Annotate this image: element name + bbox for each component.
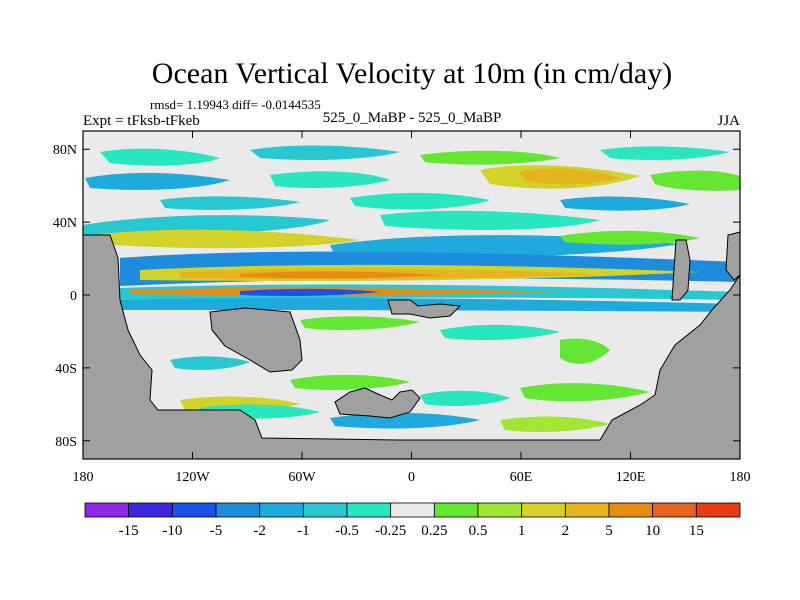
- contour-fill-north: [85, 145, 740, 211]
- colorbar-swatch: [302, 502, 348, 518]
- y-tick-label: 0: [70, 289, 77, 304]
- x-tick-label: 120E: [616, 470, 646, 485]
- comparison-label: 525_0_MaBP - 525_0_MaBP: [323, 110, 502, 126]
- colorbar-swatch: [259, 502, 304, 518]
- colorbar-swatch: [84, 502, 130, 518]
- colorbar-swatch: [521, 502, 566, 518]
- colorbar-swatch: [128, 502, 173, 518]
- y-tick-label: 80S: [55, 435, 77, 450]
- colorbar-label: -1: [297, 523, 310, 539]
- colorbar-swatch: [433, 502, 479, 518]
- colorbar-swatch: [652, 502, 697, 518]
- colorbar: [84, 502, 741, 518]
- x-tick-label: 0: [408, 470, 415, 485]
- colorbar-label: 15: [689, 523, 704, 539]
- colorbar-label: -2: [253, 523, 266, 539]
- y-axis: 80N 40N 0 40S 80S: [53, 143, 740, 450]
- x-axis: 180 120W 60W 0 60E 120E 180: [73, 131, 751, 485]
- colorbar-label: -5: [210, 523, 223, 539]
- contour-fill-south: [170, 316, 650, 432]
- colorbar-label: -15: [119, 523, 139, 539]
- colorbar-swatch: [695, 502, 741, 518]
- y-tick-label: 40S: [55, 362, 77, 377]
- x-tick-label: 180: [730, 470, 751, 485]
- season-label: JJA: [717, 113, 740, 129]
- colorbar-swatch: [346, 502, 392, 518]
- colorbar-swatch: [608, 502, 654, 518]
- colorbar-label: 5: [605, 523, 613, 539]
- colorbar-label: 10: [645, 523, 660, 539]
- land-mask: [83, 231, 740, 459]
- x-tick-label: 60E: [510, 470, 533, 485]
- colorbar-swatch: [171, 502, 217, 518]
- x-tick-label: 180: [73, 470, 94, 485]
- colorbar-label: -0.25: [375, 523, 406, 539]
- colorbar-label: 2: [562, 523, 570, 539]
- chart-title: Ocean Vertical Velocity at 10m (in cm/da…: [152, 57, 672, 90]
- contour-fill-mid-north: [83, 210, 700, 258]
- map-plot: [83, 131, 740, 459]
- experiment-label: Expt = tFksb-tFkeb: [83, 113, 200, 129]
- colorbar-label: -10: [162, 523, 182, 539]
- contour-fill-equator: [120, 251, 740, 312]
- colorbar-swatch: [215, 502, 261, 518]
- colorbar-labels: -15 -10 -5 -2 -1 -0.5 -0.25 0.25 0.5 1 2 5 10 15: [119, 523, 704, 539]
- colorbar-swatch: [564, 502, 610, 518]
- y-tick-label: 40N: [53, 216, 77, 231]
- colorbar-label: -0.5: [335, 523, 359, 539]
- stats-label: rmsd= 1.19943 diff= -0.0144535: [150, 97, 321, 112]
- colorbar-label: 1: [518, 523, 526, 539]
- y-tick-label: 80N: [53, 143, 77, 158]
- colorbar-swatch: [390, 502, 435, 518]
- x-tick-label: 60W: [288, 470, 316, 485]
- colorbar-label: 0.25: [421, 523, 447, 539]
- colorbar-label: 0.5: [469, 523, 488, 539]
- colorbar-swatch: [477, 502, 523, 518]
- x-tick-label: 120W: [175, 470, 210, 485]
